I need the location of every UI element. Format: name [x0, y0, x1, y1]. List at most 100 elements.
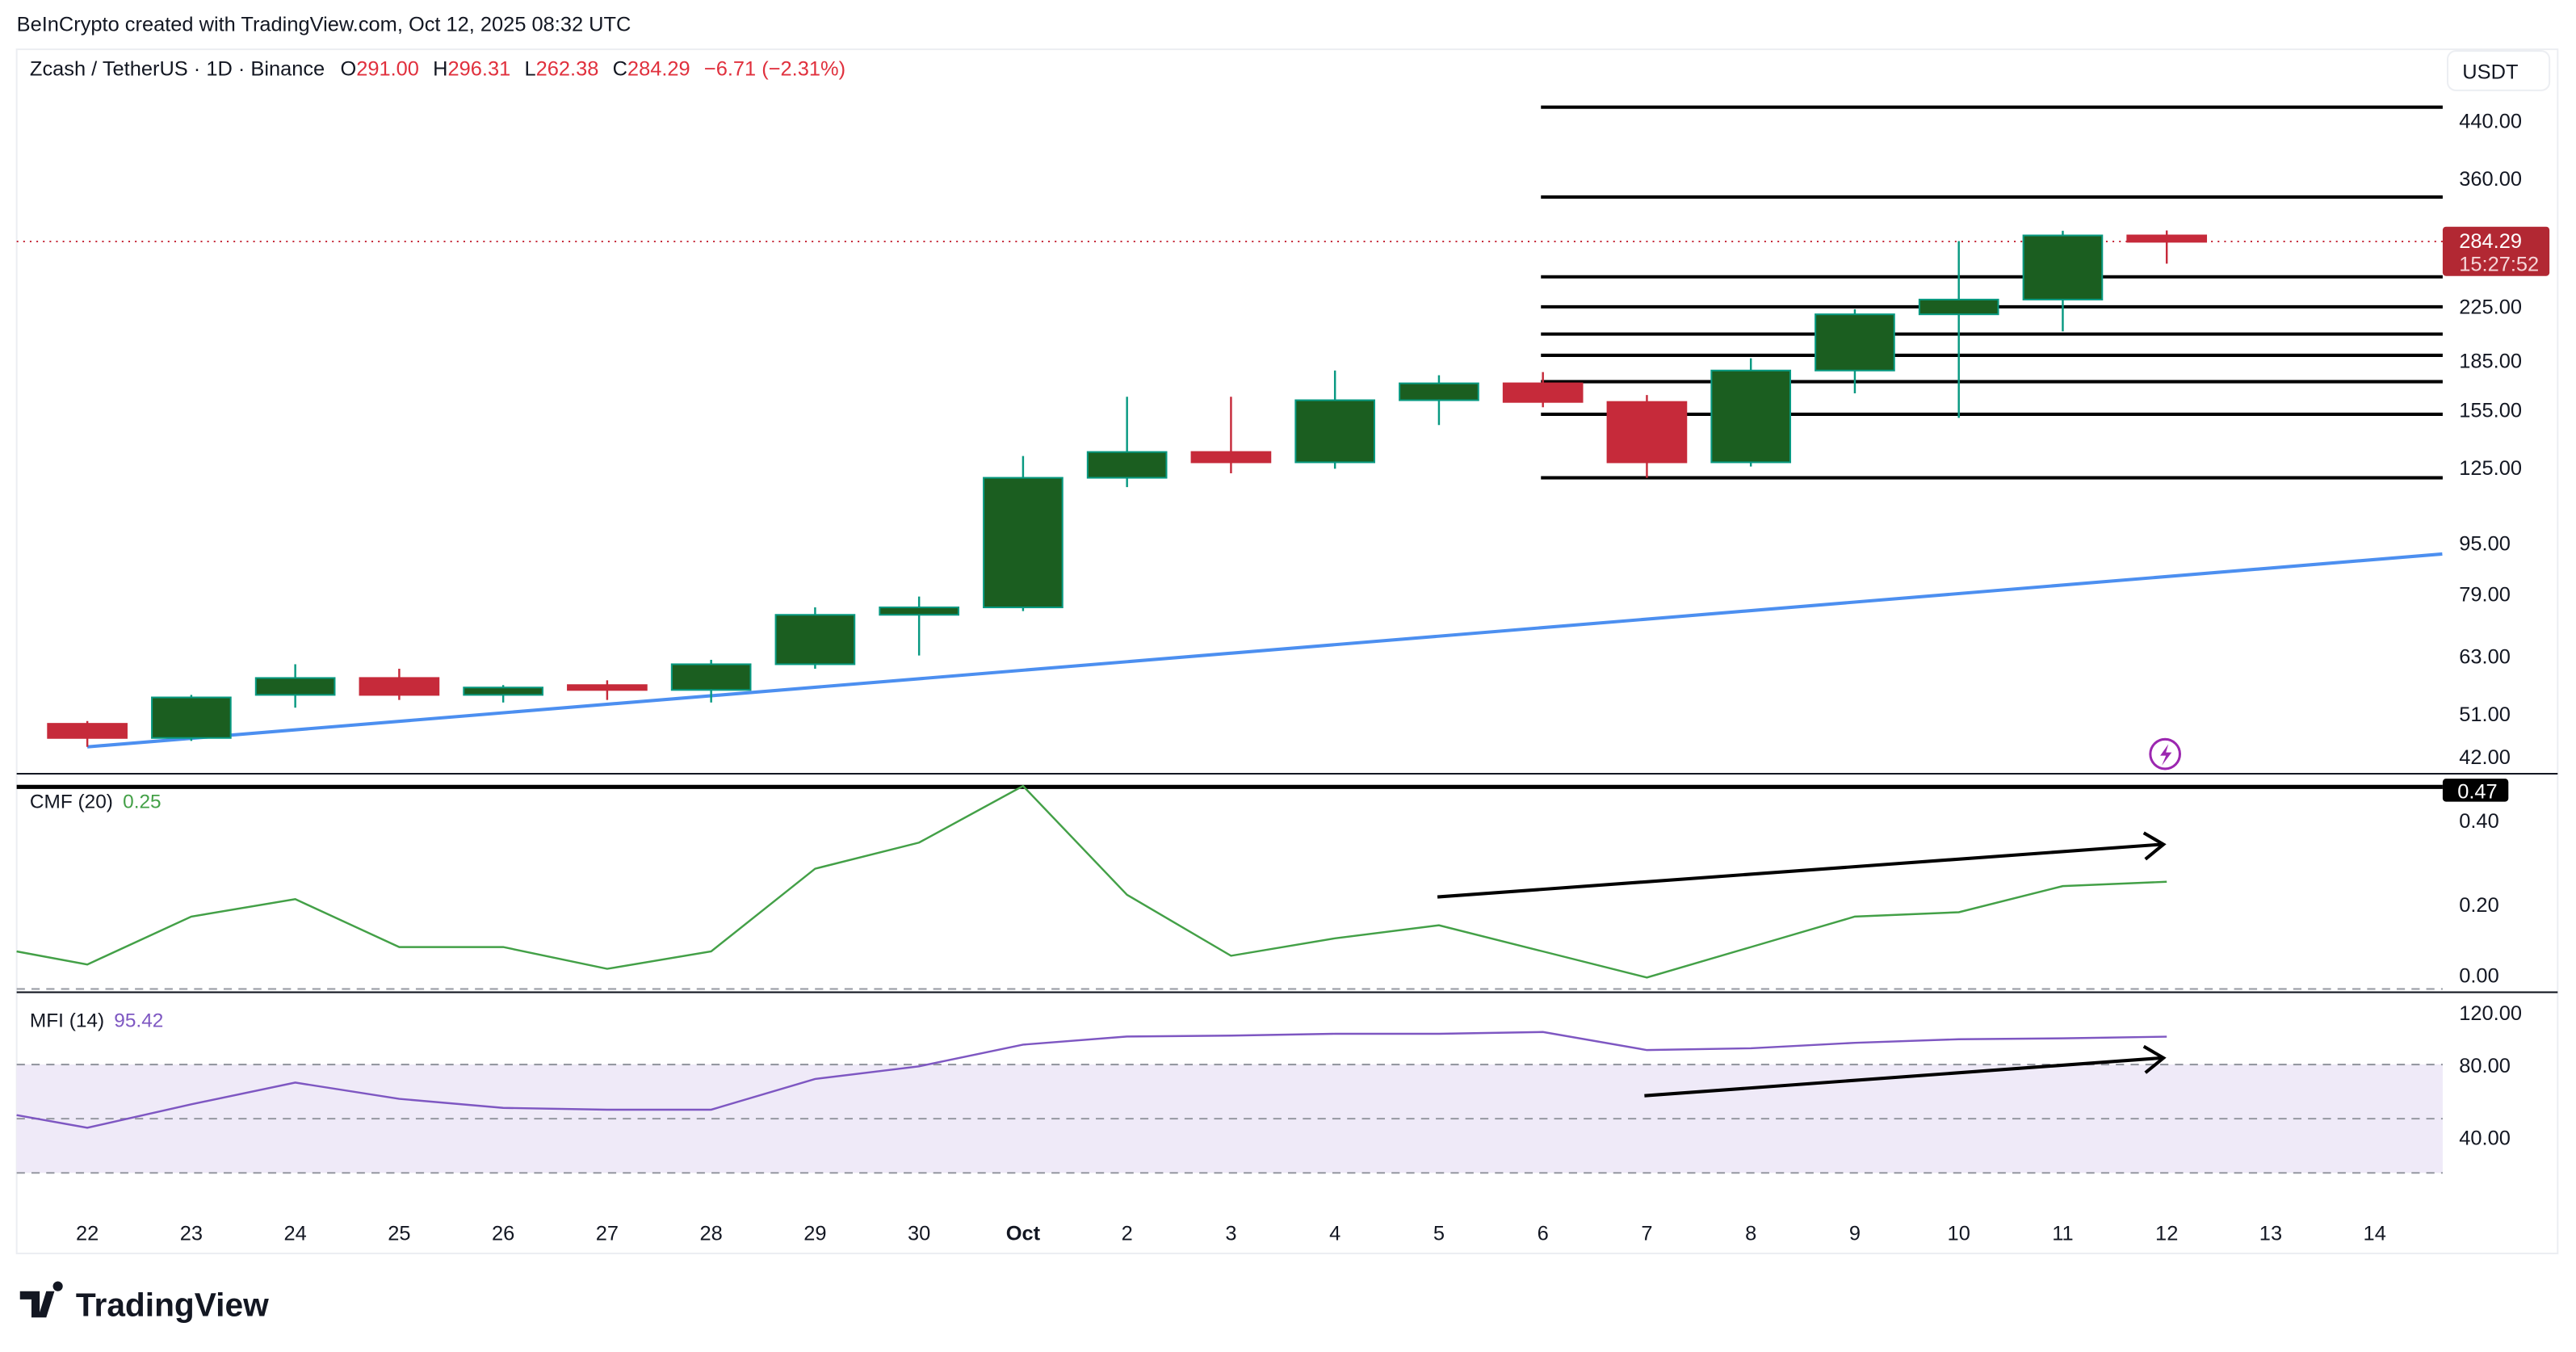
candle-body — [463, 686, 543, 696]
candle-body — [879, 607, 959, 616]
candle-body — [2022, 234, 2104, 300]
candle[interactable] — [1815, 309, 1895, 394]
mfi-divergence-arrow — [1644, 1044, 2167, 1098]
candle[interactable] — [879, 596, 959, 656]
cmf-marker-value: 0.47 — [2457, 781, 2497, 804]
date-tick: 28 — [700, 1223, 723, 1245]
candle-body — [254, 677, 336, 696]
cmf-legend[interactable]: CMF (20) 0.25 — [30, 791, 162, 813]
candle-body — [774, 614, 856, 666]
cmf-tick: 0.20 — [2459, 894, 2498, 917]
mfi-tick: 40.00 — [2459, 1127, 2511, 1150]
ascending-trendline — [86, 552, 2443, 749]
candle[interactable] — [1606, 395, 1688, 478]
candle-body — [1606, 401, 1688, 464]
candle[interactable] — [463, 685, 543, 703]
currency-label: USDT — [2462, 61, 2518, 84]
candle-body — [1815, 313, 1895, 372]
date-tick: 24 — [284, 1223, 307, 1245]
candle[interactable] — [2126, 230, 2208, 264]
candle[interactable] — [1710, 358, 1792, 467]
close-value: 284.29 — [627, 58, 690, 81]
candle[interactable] — [47, 720, 128, 747]
mfi-tick: 120.00 — [2459, 1002, 2522, 1025]
price-tick: 225.00 — [2459, 296, 2522, 318]
date-tick: 3 — [1225, 1223, 1236, 1245]
candle[interactable] — [1086, 397, 1168, 488]
candle-body — [359, 677, 440, 696]
price-tick: 125.00 — [2459, 457, 2522, 480]
change-value: −6.71 (−2.31%) — [704, 58, 845, 81]
low-value: 262.38 — [536, 58, 599, 81]
date-tick: 5 — [1433, 1223, 1445, 1245]
candle-body — [1399, 382, 1479, 401]
candle[interactable] — [567, 680, 648, 700]
cmf-tick: 0.40 — [2459, 810, 2498, 833]
credit-text: BeInCrypto created with TradingView.com,… — [17, 14, 631, 36]
price-tick: 42.00 — [2459, 746, 2511, 769]
mfi-legend[interactable]: MFI (14) 95.42 — [30, 1010, 163, 1031]
candle-body — [1086, 451, 1168, 479]
date-tick: 14 — [2364, 1223, 2386, 1245]
price-tick: 51.00 — [2459, 703, 2511, 726]
candle-body — [1918, 298, 1999, 316]
candle-body — [151, 696, 232, 739]
price-tick: 79.00 — [2459, 583, 2511, 606]
svg-text:TradingView: TradingView — [76, 1286, 269, 1323]
date-tick: 11 — [2052, 1223, 2073, 1245]
symbol-name: Zcash / TetherUS · 1D · Binance — [30, 58, 325, 81]
candle[interactable] — [1190, 397, 1272, 473]
candle[interactable] — [359, 669, 440, 700]
mfi-tick: 80.00 — [2459, 1055, 2511, 1077]
last-price-tag — [2442, 226, 2550, 276]
candle[interactable] — [774, 607, 856, 670]
high-value: 296.31 — [448, 58, 511, 81]
candle[interactable] — [254, 664, 336, 708]
candle-body — [2126, 234, 2208, 243]
date-tick: 12 — [2155, 1223, 2178, 1245]
candle[interactable] — [1502, 372, 1584, 408]
price-tick: 440.00 — [2459, 111, 2522, 133]
candle[interactable] — [1294, 370, 1376, 469]
candle-body — [1710, 369, 1792, 464]
symbol-legend[interactable]: Zcash / TetherUS · 1D · Binance O291.00 … — [30, 58, 845, 81]
date-tick: 27 — [596, 1223, 619, 1245]
price-tick: 360.00 — [2459, 168, 2522, 191]
low-label: L — [524, 58, 535, 81]
cmf-divergence-arrow — [1437, 831, 2167, 899]
open-value: 291.00 — [356, 58, 419, 81]
candle-body — [567, 684, 648, 691]
date-tick: 6 — [1538, 1223, 1549, 1245]
currency-button[interactable] — [2447, 50, 2551, 91]
date-tick: 8 — [1745, 1223, 1756, 1245]
price-tick: 95.00 — [2459, 532, 2511, 555]
candle[interactable] — [1918, 241, 1999, 418]
candle[interactable] — [1399, 375, 1479, 426]
high-label: H — [433, 58, 447, 81]
date-tick: 26 — [492, 1223, 514, 1245]
date-tick: 30 — [908, 1223, 930, 1245]
date-tick: 9 — [1849, 1223, 1861, 1245]
countdown-value: 15:27:52 — [2459, 254, 2539, 276]
date-tick: 4 — [1329, 1223, 1340, 1245]
date-tick: 29 — [803, 1223, 826, 1245]
last-price-value: 284.29 — [2459, 230, 2522, 253]
date-tick: 23 — [180, 1223, 203, 1245]
date-tick: 10 — [1948, 1223, 1970, 1245]
candle[interactable] — [983, 456, 1064, 611]
cmf-line — [16, 784, 2167, 979]
candle[interactable] — [151, 695, 232, 741]
chart-frame — [15, 48, 2559, 1254]
cmf-tick: 0.00 — [2459, 964, 2498, 987]
tradingview-logo[interactable]: TradingView — [19, 1281, 269, 1324]
candle[interactable] — [2022, 230, 2104, 332]
date-tick: 13 — [2259, 1223, 2282, 1245]
candle[interactable] — [670, 659, 752, 703]
candle-body — [1190, 451, 1272, 464]
candle-body — [983, 477, 1064, 609]
lightning-icon[interactable] — [2149, 737, 2181, 770]
candle-body — [1294, 399, 1376, 464]
cmf-marker-tag — [2442, 779, 2509, 802]
open-label: O — [340, 58, 356, 81]
